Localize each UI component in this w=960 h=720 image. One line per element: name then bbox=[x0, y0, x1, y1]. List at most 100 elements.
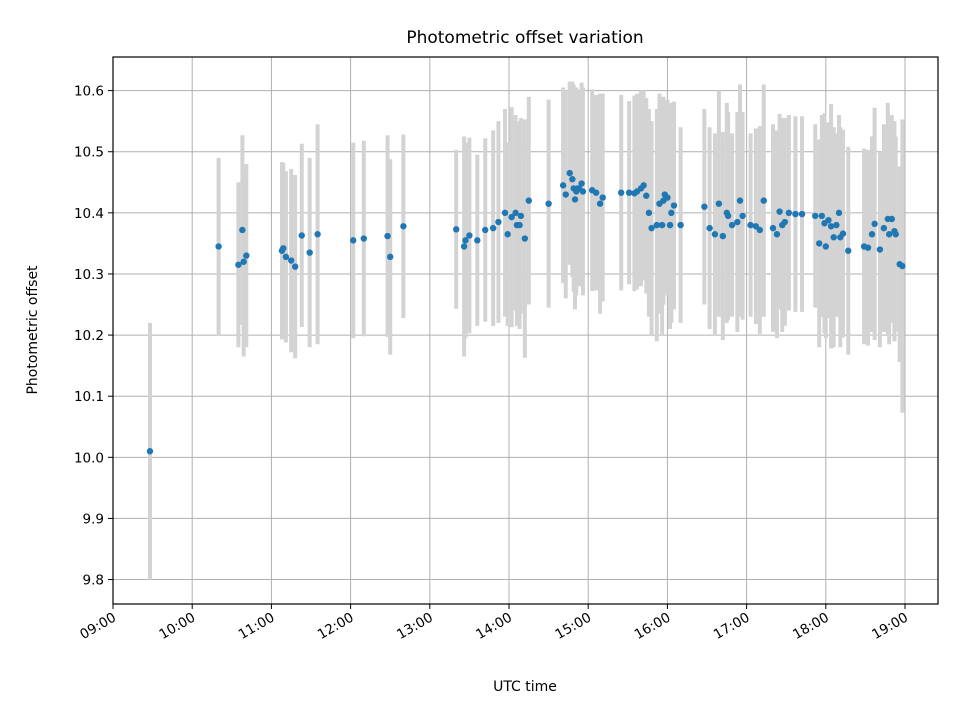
data-point bbox=[592, 189, 600, 196]
y-tick-label: 10.1 bbox=[74, 389, 104, 405]
error-bars bbox=[147, 81, 905, 580]
data-point bbox=[658, 221, 666, 229]
data-point bbox=[769, 224, 777, 232]
data-point bbox=[243, 252, 250, 259]
data-point bbox=[466, 232, 473, 239]
data-point bbox=[521, 235, 529, 242]
data-point bbox=[876, 246, 884, 253]
data-point bbox=[579, 188, 587, 195]
y-tick-label: 10.0 bbox=[74, 450, 104, 466]
data-point bbox=[146, 448, 154, 455]
y-tick-label: 10.3 bbox=[74, 267, 104, 283]
x-tick-label: 14:00 bbox=[473, 610, 515, 643]
data-point bbox=[845, 247, 852, 254]
data-point bbox=[781, 218, 789, 226]
data-point bbox=[868, 231, 876, 238]
x-tick-label: 11:00 bbox=[236, 610, 278, 643]
data-point bbox=[736, 197, 744, 204]
data-point bbox=[516, 221, 523, 229]
data-point bbox=[798, 210, 806, 218]
data-point bbox=[825, 216, 832, 224]
data-point bbox=[792, 210, 799, 218]
data-point bbox=[830, 234, 837, 241]
data-point bbox=[512, 209, 519, 217]
data-point bbox=[760, 197, 767, 204]
data-point bbox=[545, 200, 552, 207]
data-point bbox=[715, 200, 723, 207]
data-point bbox=[701, 203, 708, 210]
data-point bbox=[282, 253, 290, 261]
data-point bbox=[668, 209, 675, 217]
data-point bbox=[460, 243, 468, 250]
data-point bbox=[400, 223, 407, 230]
data-point bbox=[724, 212, 732, 220]
data-point bbox=[384, 232, 391, 240]
data-point bbox=[489, 224, 497, 232]
data-point bbox=[645, 209, 653, 217]
data-point bbox=[822, 243, 829, 250]
x-tick-label: 17:00 bbox=[711, 610, 753, 643]
data-point bbox=[728, 221, 736, 229]
data-point bbox=[888, 215, 895, 223]
data-point bbox=[833, 221, 840, 229]
data-point bbox=[596, 200, 604, 207]
data-point bbox=[504, 231, 511, 238]
data-point bbox=[747, 221, 754, 229]
x-tick-label: 19:00 bbox=[869, 610, 911, 643]
y-axis-label: Photometric offset bbox=[25, 265, 41, 395]
chart-title: Photometric offset variation bbox=[406, 28, 643, 48]
data-point bbox=[719, 232, 727, 240]
x-axis-label: UTC time bbox=[493, 679, 557, 695]
data-points bbox=[146, 169, 906, 455]
data-point bbox=[643, 192, 650, 199]
x-tick-label: 15:00 bbox=[553, 610, 595, 643]
data-point bbox=[739, 212, 746, 220]
data-point bbox=[885, 231, 893, 238]
data-point bbox=[827, 223, 835, 230]
x-tick-label: 13:00 bbox=[394, 610, 436, 643]
data-point bbox=[462, 237, 469, 244]
data-point bbox=[298, 232, 305, 239]
data-point bbox=[648, 224, 655, 232]
data-point bbox=[670, 202, 678, 209]
data-point bbox=[640, 182, 647, 189]
y-tick-label: 9.9 bbox=[83, 511, 104, 527]
y-tick-label: 10.2 bbox=[74, 328, 104, 344]
data-point bbox=[756, 226, 763, 234]
data-point bbox=[711, 231, 719, 238]
data-point bbox=[453, 226, 460, 233]
x-tick-label: 16:00 bbox=[632, 610, 674, 643]
data-point bbox=[360, 235, 367, 242]
data-point bbox=[666, 221, 674, 229]
data-point bbox=[835, 209, 843, 217]
data-point bbox=[288, 257, 295, 264]
data-point bbox=[291, 263, 299, 270]
data-point bbox=[239, 226, 246, 234]
data-point bbox=[839, 230, 847, 237]
data-point bbox=[706, 224, 713, 232]
data-point bbox=[653, 221, 661, 229]
data-point bbox=[599, 194, 606, 201]
plot-frame bbox=[112, 56, 939, 605]
y-tick-label: 9.8 bbox=[83, 573, 104, 589]
data-point bbox=[880, 224, 888, 232]
data-point bbox=[508, 213, 515, 221]
data-point bbox=[816, 240, 823, 247]
x-tick-label: 10:00 bbox=[157, 610, 199, 643]
data-point bbox=[818, 212, 826, 220]
data-point bbox=[517, 212, 525, 220]
data-point bbox=[871, 220, 878, 228]
data-point bbox=[812, 212, 819, 220]
data-point bbox=[785, 209, 793, 217]
data-point bbox=[773, 231, 781, 238]
data-point bbox=[864, 244, 872, 251]
data-point bbox=[240, 258, 247, 265]
y-tick-label: 10.6 bbox=[74, 84, 104, 100]
y-tick-label: 10.4 bbox=[74, 206, 104, 222]
data-point bbox=[482, 226, 489, 234]
data-point bbox=[562, 191, 569, 198]
data-point bbox=[625, 189, 633, 196]
data-point bbox=[664, 194, 671, 201]
data-point bbox=[306, 249, 313, 256]
